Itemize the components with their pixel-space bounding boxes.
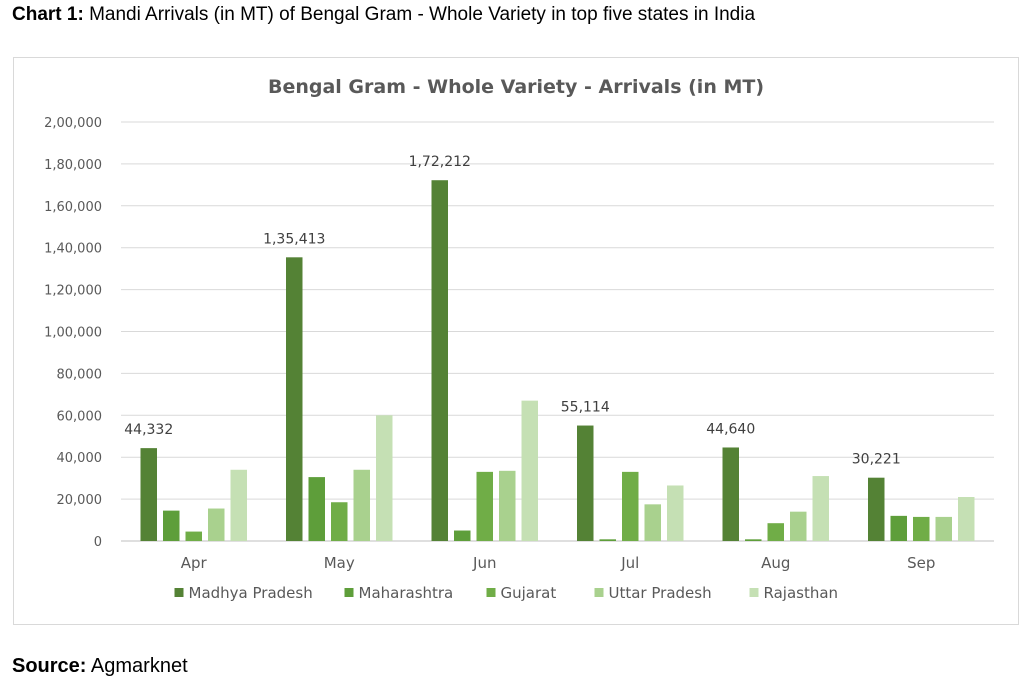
data-label: 30,221 bbox=[852, 452, 901, 468]
legend-swatch bbox=[344, 588, 354, 597]
bar-maharashtra bbox=[890, 515, 907, 541]
y-axis-ticks: 0 20,000 40,000 60,000 80,000 1,00,000 1,20,00… bbox=[44, 116, 102, 550]
bar-uttar-pradesh bbox=[353, 469, 370, 541]
bar-uttar-pradesh bbox=[644, 504, 661, 541]
y-tick-label: 1,80,000 bbox=[44, 158, 102, 173]
bar-rajasthan bbox=[667, 485, 684, 541]
bar-rajasthan bbox=[376, 415, 393, 541]
x-tick-label: Jun bbox=[472, 554, 496, 572]
legend-label: Rajasthan bbox=[764, 584, 839, 602]
y-tick-label: 80,000 bbox=[57, 367, 103, 382]
legend-swatch bbox=[749, 588, 759, 597]
y-tick-label: 2,00,000 bbox=[44, 116, 102, 131]
y-tick-label: 1,40,000 bbox=[44, 242, 102, 257]
bar-chart: Bengal Gram - Whole Variety - Arrivals (… bbox=[44, 76, 994, 602]
chart-container: Bengal Gram - Whole Variety - Arrivals (… bbox=[13, 57, 1019, 625]
bar-madhya-pradesh bbox=[286, 257, 303, 541]
bar-gujarat bbox=[185, 531, 202, 541]
bar-maharashtra bbox=[454, 530, 471, 541]
bar-madhya-pradesh bbox=[868, 477, 885, 541]
bar-maharashtra bbox=[599, 539, 616, 541]
legend-swatch bbox=[486, 588, 496, 597]
y-tick-label: 60,000 bbox=[57, 409, 103, 424]
x-tick-label: Aug bbox=[761, 554, 790, 572]
legend: Madhya Pradesh Maharashtra Gujarat Uttar Pr… bbox=[174, 584, 839, 602]
bar-uttar-pradesh bbox=[208, 508, 225, 541]
x-tick-label: Sep bbox=[907, 554, 935, 572]
data-label: 44,332 bbox=[124, 422, 173, 438]
legend-label: Madhya Pradesh bbox=[189, 584, 313, 602]
x-tick-label: Apr bbox=[181, 554, 208, 572]
y-tick-label: 0 bbox=[94, 535, 102, 550]
bar-madhya-pradesh bbox=[577, 425, 594, 541]
data-label: 44,640 bbox=[706, 421, 755, 437]
legend-swatch bbox=[174, 588, 184, 597]
y-tick-label: 1,00,000 bbox=[44, 326, 102, 341]
y-tick-label: 1,60,000 bbox=[44, 200, 102, 215]
data-label: 1,35,413 bbox=[263, 231, 325, 247]
source-note: Source: Agmarknet bbox=[12, 655, 188, 678]
bar-madhya-pradesh bbox=[722, 447, 739, 541]
legend-label: Maharashtra bbox=[359, 584, 454, 602]
bar-gujarat bbox=[476, 471, 493, 541]
y-tick-label: 40,000 bbox=[57, 451, 103, 466]
data-label: 1,72,212 bbox=[409, 154, 471, 170]
bar-maharashtra bbox=[163, 510, 180, 541]
chart-caption: Chart 1: Mandi Arrivals (in MT) of Benga… bbox=[12, 4, 755, 26]
bar-gujarat bbox=[767, 523, 784, 541]
data-label: 55,114 bbox=[561, 400, 610, 416]
source-text: Agmarknet bbox=[90, 655, 188, 677]
bar-maharashtra bbox=[745, 539, 762, 541]
bar-madhya-pradesh bbox=[140, 448, 157, 541]
bar-uttar-pradesh bbox=[499, 470, 516, 541]
data-labels: 44,332 1,35,413 1,72,212 55,114 44,640 30,221 bbox=[124, 154, 901, 467]
bar-rajasthan bbox=[230, 469, 247, 541]
bar-rajasthan bbox=[521, 400, 538, 541]
x-tick-label: May bbox=[324, 554, 355, 572]
legend-label: Gujarat bbox=[501, 584, 557, 602]
x-axis-ticks: Apr May Jun Jul Aug Sep bbox=[181, 554, 936, 572]
bar-rajasthan bbox=[958, 497, 975, 541]
bar-maharashtra bbox=[308, 477, 325, 541]
y-tick-label: 20,000 bbox=[57, 493, 103, 508]
y-tick-label: 1,20,000 bbox=[44, 284, 102, 299]
source-label: Source: bbox=[12, 655, 87, 677]
chart-title: Bengal Gram - Whole Variety - Arrivals (… bbox=[268, 76, 764, 98]
legend-label: Uttar Pradesh bbox=[609, 584, 712, 602]
caption-text: Mandi Arrivals (in MT) of Bengal Gram - … bbox=[89, 4, 756, 25]
gridlines bbox=[121, 121, 994, 542]
bar-gujarat bbox=[913, 516, 930, 541]
x-tick-label: Jul bbox=[620, 554, 639, 572]
bar-madhya-pradesh bbox=[431, 180, 448, 541]
bar-rajasthan bbox=[812, 476, 829, 541]
bars bbox=[140, 180, 975, 541]
legend-swatch bbox=[594, 588, 604, 597]
bar-uttar-pradesh bbox=[935, 516, 952, 541]
caption-label: Chart 1: bbox=[12, 4, 84, 25]
bar-gujarat bbox=[622, 471, 639, 541]
bar-uttar-pradesh bbox=[790, 511, 807, 541]
bar-gujarat bbox=[331, 502, 348, 541]
